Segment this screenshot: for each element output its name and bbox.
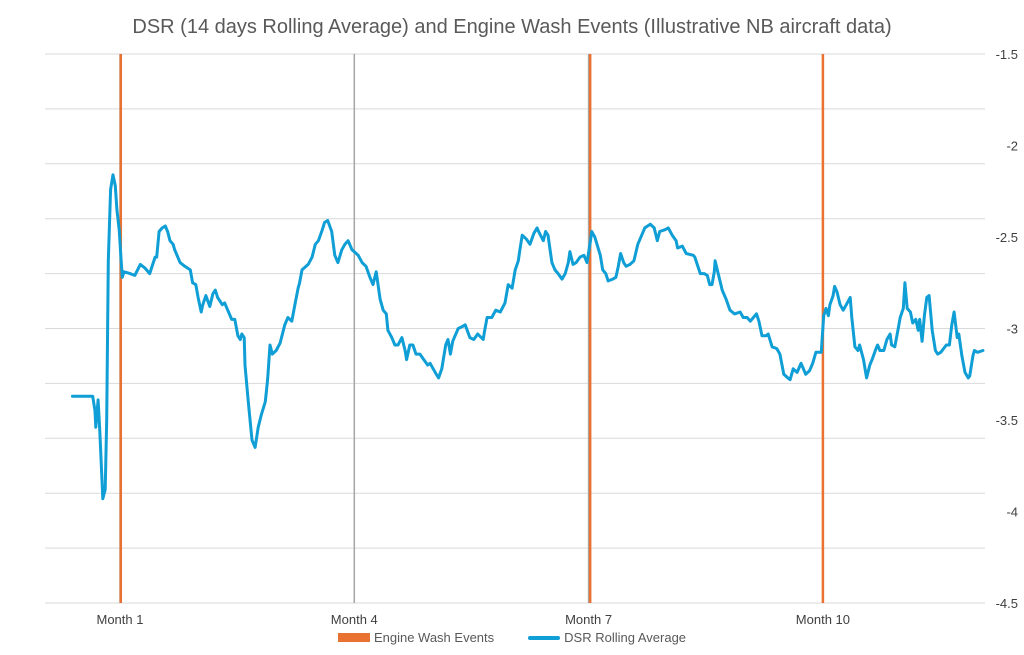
y-tick-label: -4.5: [996, 596, 1018, 611]
y-tick-label: -2: [1006, 139, 1018, 154]
y-tick-label: -3.5: [996, 413, 1018, 428]
x-axis: Month 1 Month 4 Month 7 Month 10: [97, 612, 850, 627]
legend-swatch-line: [528, 635, 561, 640]
y-tick-label: -2.5: [996, 230, 1018, 245]
legend-swatch-bar: [337, 633, 370, 642]
legend-item-engine-wash: Engine Wash Events: [337, 630, 495, 645]
legend: Engine Wash Events DSR Rolling Average: [0, 630, 1024, 645]
y-tick-label: -4: [1006, 505, 1018, 520]
legend-item-dsr: DSR Rolling Average: [528, 630, 686, 645]
x-tick-label: Month 7: [565, 612, 612, 627]
gridlines: [45, 53, 985, 604]
x-tick-label: Month 10: [796, 612, 850, 627]
y-tick-label: -1.5: [996, 47, 1018, 62]
x-tick-label: Month 1: [97, 612, 144, 627]
legend-label: DSR Rolling Average: [564, 630, 687, 645]
legend-label: Engine Wash Events: [373, 630, 495, 645]
dsr-series: [70, 173, 985, 501]
x-tick-label: Month 4: [331, 612, 378, 627]
y-tick-label: -3: [1006, 322, 1018, 337]
chart-title: DSR (14 days Rolling Average) and Engine…: [132, 16, 892, 38]
dsr-rolling-average-line: [70, 173, 985, 501]
y-axis-right: -1.5 -2 -2.5 -3 -3.5 -4 -4.5: [996, 47, 1018, 611]
